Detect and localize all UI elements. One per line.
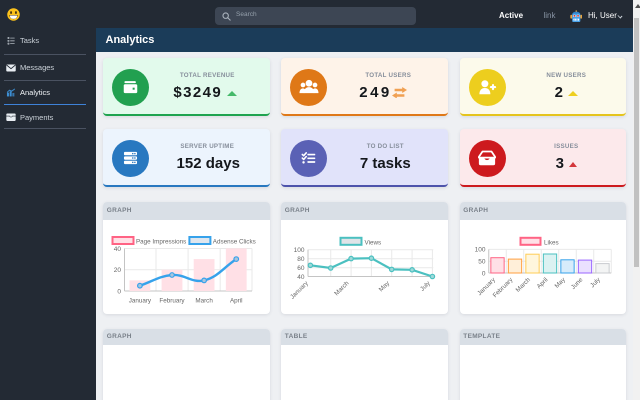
svg-text:January: January — [129, 297, 152, 304]
svg-text:March: March — [195, 297, 213, 304]
svg-text:January: January — [289, 279, 310, 300]
svg-text:April: April — [535, 276, 549, 290]
svg-text:May: May — [553, 276, 567, 290]
svg-text:February: February — [159, 297, 185, 304]
svg-text:40: 40 — [297, 274, 305, 281]
svg-text:June: June — [569, 276, 584, 291]
svg-text:April: April — [230, 297, 243, 304]
svg-text:40: 40 — [114, 246, 122, 253]
svg-text:0: 0 — [117, 288, 121, 295]
svg-text:March: March — [333, 280, 351, 298]
svg-text:50: 50 — [478, 258, 486, 265]
svg-text:July: July — [589, 276, 602, 289]
svg-text:May: May — [378, 279, 392, 293]
svg-text:Adsense Clicks: Adsense Clicks — [213, 239, 256, 246]
svg-text:February: February — [491, 276, 514, 299]
svg-text:Views: Views — [365, 239, 382, 246]
svg-text:80: 80 — [297, 256, 305, 263]
svg-text:0: 0 — [481, 270, 485, 277]
svg-text:March: March — [514, 276, 532, 294]
svg-text:100: 100 — [474, 247, 485, 254]
svg-text:100: 100 — [294, 247, 305, 254]
svg-text:Likes: Likes — [544, 239, 559, 246]
svg-text:Page Impressions: Page Impressions — [136, 239, 186, 246]
svg-text:July: July — [419, 279, 432, 292]
svg-text:20: 20 — [114, 267, 122, 274]
svg-text:60: 60 — [297, 265, 305, 272]
